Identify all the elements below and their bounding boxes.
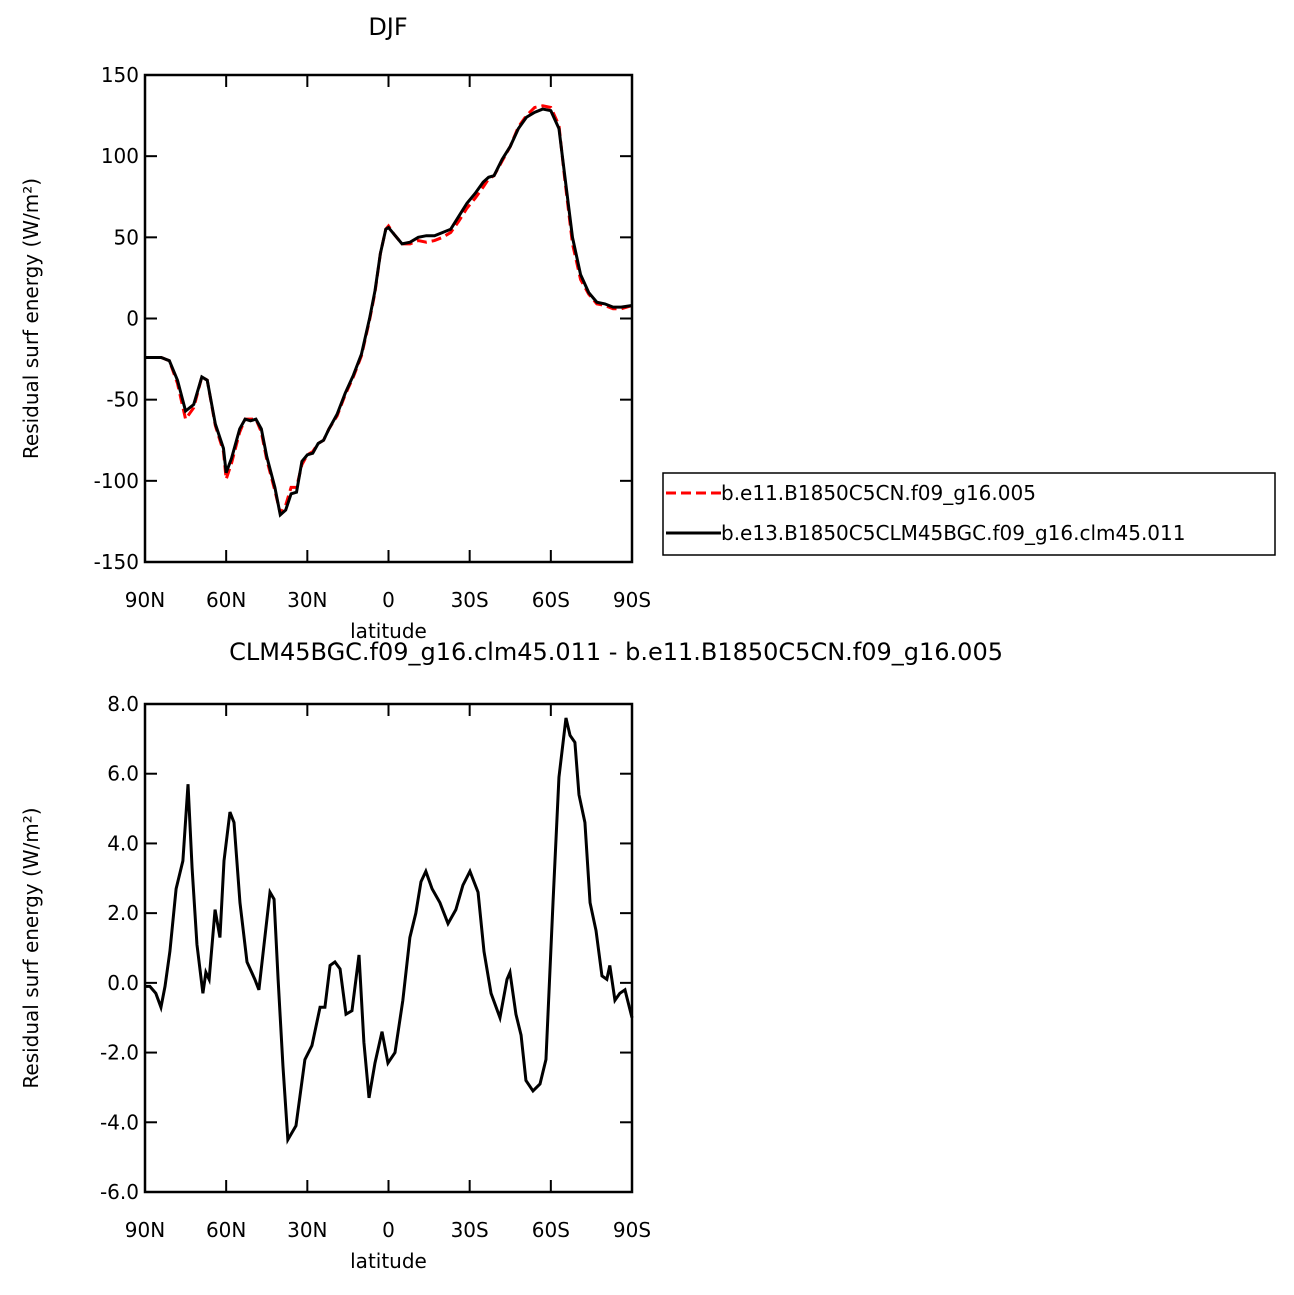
data-line [145, 104, 633, 517]
x-tick-label: 30S [451, 588, 489, 612]
x-axis-label: latitude [350, 619, 427, 643]
y-tick-label: 150 [101, 63, 139, 87]
y-tick-label: 8.0 [107, 692, 139, 716]
x-tick-label: 0 [382, 1218, 395, 1242]
x-tick-label: 90S [613, 588, 651, 612]
x-tick-label: 90S [613, 1218, 651, 1242]
x-tick-label: 30N [287, 588, 327, 612]
y-tick-label: 100 [101, 144, 139, 168]
y-tick-label: 4.0 [107, 831, 139, 855]
x-tick-label: 60N [206, 1218, 246, 1242]
x-tick-label: 0 [382, 588, 395, 612]
y-axis-label: Residual surf energy (W/m²) [19, 807, 43, 1088]
y-tick-label: -4.0 [100, 1110, 139, 1134]
x-tick-label: 60S [532, 588, 570, 612]
legend-label: b.e13.B1850C5CLM45BGC.f09_g16.clm45.011 [721, 521, 1185, 545]
y-tick-label: 0 [126, 307, 139, 331]
chart-title: CLM45BGC.f09_g16.clm45.011 - b.e11.B1850… [229, 638, 1003, 666]
y-tick-label: 0.0 [107, 971, 139, 995]
legend-box [662, 472, 1276, 556]
x-tick-label: 90N [125, 1218, 165, 1242]
y-tick-label: -150 [94, 550, 139, 574]
x-tick-label: 30S [451, 1218, 489, 1242]
y-tick-label: 6.0 [107, 762, 139, 786]
x-axis-label: latitude [350, 1249, 427, 1273]
y-axis-label: Residual surf energy (W/m²) [19, 178, 43, 459]
x-tick-label: 90N [125, 588, 165, 612]
x-tick-label: 30N [287, 1218, 327, 1242]
x-tick-label: 60N [206, 588, 246, 612]
plot-frame [143, 73, 634, 564]
data-line [145, 107, 633, 518]
legend-label: b.e11.B1850C5CN.f09_g16.005 [721, 481, 1036, 505]
data-line [145, 717, 634, 1145]
x-tick-label: 60S [532, 1218, 570, 1242]
y-tick-label: 50 [114, 225, 139, 249]
y-tick-label: -100 [94, 469, 139, 493]
y-tick-label: -6.0 [100, 1180, 139, 1204]
chart-title: DJF [368, 13, 407, 41]
y-tick-label: -2.0 [100, 1041, 139, 1065]
y-tick-label: 2.0 [107, 901, 139, 925]
y-tick-label: -50 [106, 388, 139, 412]
